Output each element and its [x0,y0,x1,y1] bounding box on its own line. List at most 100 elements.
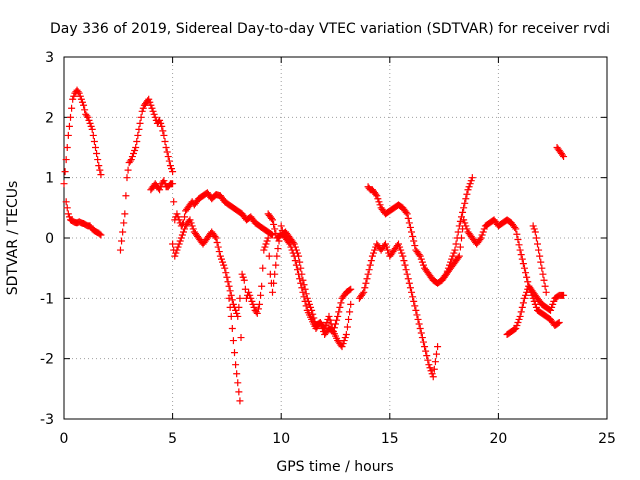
data-point [531,300,539,308]
data-point [515,241,523,249]
data-point [464,186,472,194]
data-point [75,89,83,97]
x-tick-label: 15 [381,431,399,447]
data-point [429,373,437,381]
data-point [527,288,535,296]
data-point [166,162,174,170]
data-point [257,291,265,299]
data-point [468,174,476,182]
data-point [64,210,72,218]
data-point [292,246,300,254]
data-point [512,225,520,233]
data-point [147,101,155,109]
data-point [139,104,147,112]
data-point [403,270,411,278]
data-point [460,204,468,212]
data-point [235,303,243,311]
data-point [80,101,88,109]
data-point [519,260,527,268]
data-point [145,95,153,103]
data-point [63,204,71,212]
data-point [530,297,538,305]
data-point [238,270,246,278]
data-point [367,257,375,265]
data-point [127,156,135,164]
data-point [417,329,425,337]
data-point [241,285,249,293]
data-point [68,104,76,112]
y-tick-label: 0 [45,231,54,247]
data-point [270,220,278,228]
data-point [360,288,368,296]
data-point [134,131,142,139]
data-point [300,281,308,289]
data-point [347,285,355,293]
data-point [403,210,411,218]
ticks [63,56,608,420]
data-point [246,291,254,299]
data-point [415,251,423,259]
data-point [213,239,221,247]
data-point [247,294,255,302]
data-point [399,252,407,260]
data-point [174,243,182,251]
data-point [376,201,384,209]
data-point [293,249,301,257]
data-point [225,282,233,290]
data-point [229,300,237,308]
data-point [400,257,408,265]
data-point [524,278,532,286]
data-point [254,305,262,313]
data-point [516,246,524,254]
data-point [340,337,348,345]
data-point [171,252,179,260]
data-point [427,367,435,375]
data-point [410,237,418,245]
data-point [307,303,315,311]
data-point [121,210,129,218]
data-point [232,306,240,314]
data-point [88,125,96,133]
data-point [308,306,316,314]
data-point [186,216,194,224]
data-point [267,230,275,238]
data-point [250,303,258,311]
data-point [405,219,413,227]
x-tick-label: 5 [168,431,177,447]
data-point [176,237,184,245]
data-point [178,231,186,239]
data-point [297,264,305,272]
data-point [409,232,417,240]
data-point [65,213,73,221]
data-point [235,388,243,396]
data-point [172,249,180,257]
data-point [295,252,303,260]
data-point [454,228,462,236]
data-point [265,252,273,260]
data-point [173,246,181,254]
data-point [539,270,547,278]
data-points [60,86,568,405]
data-point [309,310,317,318]
data-point [455,222,463,230]
data-point [232,361,240,369]
data-point [365,266,373,274]
data-point [416,325,424,332]
data-point [221,264,229,272]
data-point [560,291,568,299]
data-point [455,252,463,260]
data-point [216,252,224,260]
data-point [89,131,97,139]
data-point [414,315,422,323]
data-point [151,113,159,121]
data-point [478,231,486,239]
data-point [299,276,307,284]
data-point [548,303,556,311]
data-point [416,252,424,260]
data-point [363,275,371,283]
data-point [228,296,236,304]
data-point [384,246,392,254]
data-point [431,358,439,366]
data-point [136,119,144,127]
